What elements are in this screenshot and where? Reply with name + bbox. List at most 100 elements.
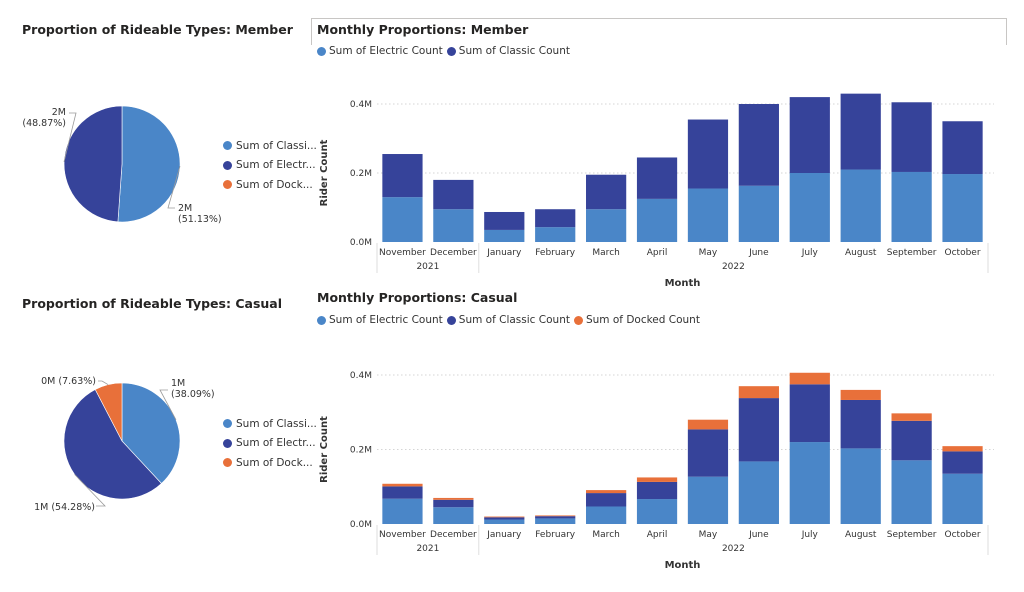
bar-segment[interactable] bbox=[942, 446, 983, 452]
bar-segment[interactable] bbox=[738, 386, 779, 399]
bar-segment[interactable] bbox=[586, 209, 627, 242]
bar-segment[interactable] bbox=[789, 384, 830, 443]
pie-slice[interactable] bbox=[63, 389, 162, 500]
bar-segment[interactable] bbox=[636, 198, 678, 243]
bar-segment[interactable] bbox=[687, 188, 729, 242]
x-tick-label: April bbox=[647, 530, 668, 540]
x-tick-label: November bbox=[379, 530, 426, 540]
bar-segment[interactable] bbox=[535, 516, 576, 519]
bar-segment[interactable] bbox=[586, 490, 627, 494]
bar-segment[interactable] bbox=[891, 460, 932, 524]
bar-segment[interactable] bbox=[840, 169, 881, 242]
legend-item-docked[interactable]: Sum of Docked Count bbox=[573, 314, 700, 326]
legend-item-docked[interactable]: Sum of Dock... bbox=[223, 453, 317, 473]
bar-segment[interactable] bbox=[738, 398, 779, 462]
legend-item-docked[interactable]: Sum of Dock... bbox=[223, 175, 317, 195]
legend-item-classic[interactable]: Sum of Classic Count bbox=[446, 314, 570, 326]
bar-segment[interactable] bbox=[687, 119, 729, 189]
x-tick-label: August bbox=[845, 248, 877, 258]
legend-marker bbox=[223, 438, 232, 448]
member-pie-title: Proportion of Rideable Types: Member bbox=[22, 22, 293, 37]
bar-segment[interactable] bbox=[687, 429, 729, 477]
bar-segment[interactable] bbox=[738, 104, 779, 186]
bar-segment[interactable] bbox=[942, 121, 983, 175]
bar-segment[interactable] bbox=[891, 171, 932, 242]
pie-leader-line bbox=[98, 380, 109, 386]
bar-segment[interactable] bbox=[484, 229, 525, 242]
legend-label: Sum of Electr... bbox=[236, 159, 316, 172]
bar-segment[interactable] bbox=[636, 499, 678, 524]
legend-marker bbox=[446, 315, 456, 325]
legend-item-classic[interactable]: Sum of Classi... bbox=[223, 136, 317, 156]
x-tick-label: December bbox=[430, 530, 477, 540]
legend-item-electric[interactable]: Sum of Electr... bbox=[223, 434, 317, 454]
legend-item-electric[interactable]: Sum of Electric Count bbox=[317, 314, 443, 326]
x-axis-title: Month bbox=[665, 560, 701, 571]
bar-segment[interactable] bbox=[789, 97, 830, 173]
bar-segment[interactable] bbox=[382, 197, 423, 242]
bar-segment[interactable] bbox=[586, 506, 627, 524]
bar-segment[interactable] bbox=[687, 476, 729, 524]
bar-segment[interactable] bbox=[484, 516, 525, 518]
bar-segment[interactable] bbox=[840, 389, 881, 400]
legend-item-classic[interactable]: Sum of Classi... bbox=[223, 414, 317, 434]
member-bar-title: Monthly Proportions: Member bbox=[317, 22, 529, 37]
bar-segment[interactable] bbox=[789, 442, 830, 524]
bar-segment[interactable] bbox=[636, 477, 678, 482]
bar-segment[interactable] bbox=[382, 154, 423, 198]
bar-segment[interactable] bbox=[942, 473, 983, 524]
casual-bar-legend: Sum of Electric Count Sum of Classic Cou… bbox=[317, 314, 700, 326]
bar-segment[interactable] bbox=[586, 493, 627, 507]
bar-segment[interactable] bbox=[535, 515, 576, 517]
bar-segment[interactable] bbox=[484, 211, 525, 230]
legend-marker bbox=[223, 180, 232, 190]
bar-segment[interactable] bbox=[942, 451, 983, 474]
legend-label: Sum of Classi... bbox=[236, 139, 317, 152]
bar-segment[interactable] bbox=[433, 507, 474, 524]
bar-segment[interactable] bbox=[840, 399, 881, 449]
bar-segment[interactable] bbox=[433, 209, 474, 242]
bar-segment[interactable] bbox=[382, 498, 423, 524]
legend-label: Sum of Electric Count bbox=[329, 314, 443, 326]
y-tick-label: 0.0M bbox=[350, 238, 372, 248]
casual-bar-title: Monthly Proportions: Casual bbox=[317, 290, 518, 305]
bar-segment[interactable] bbox=[789, 173, 830, 242]
pie-slice[interactable] bbox=[94, 382, 123, 442]
pie-slice[interactable] bbox=[117, 105, 181, 223]
x-tick-label: July bbox=[801, 248, 819, 258]
bar-segment[interactable] bbox=[433, 179, 474, 210]
legend-item-classic[interactable]: Sum of Classic Count bbox=[446, 45, 570, 57]
bar-segment[interactable] bbox=[840, 93, 881, 170]
bar-segment[interactable] bbox=[535, 518, 576, 524]
bar-segment[interactable] bbox=[382, 486, 423, 499]
bar-segment[interactable] bbox=[535, 209, 576, 228]
x-tick-label: March bbox=[592, 530, 619, 540]
x-tick-label: June bbox=[748, 248, 769, 258]
legend-item-electric[interactable]: Sum of Electric Count bbox=[317, 45, 443, 57]
bar-segment[interactable] bbox=[382, 483, 423, 487]
bar-segment[interactable] bbox=[636, 157, 678, 199]
bar-segment[interactable] bbox=[484, 517, 525, 520]
y-axis-title: Rider Count bbox=[319, 416, 330, 483]
pie-slice[interactable] bbox=[63, 105, 123, 223]
bar-segment[interactable] bbox=[891, 413, 932, 421]
bar-segment[interactable] bbox=[942, 174, 983, 242]
bar-segment[interactable] bbox=[738, 185, 779, 242]
pie-leader-line bbox=[63, 112, 77, 162]
bar-segment[interactable] bbox=[433, 499, 474, 508]
pie-data-label: (38.09%) bbox=[171, 389, 215, 400]
bar-segment[interactable] bbox=[433, 497, 474, 500]
bar-segment[interactable] bbox=[636, 481, 678, 500]
bar-segment[interactable] bbox=[891, 102, 932, 172]
bar-segment[interactable] bbox=[586, 174, 627, 210]
bar-segment[interactable] bbox=[484, 519, 525, 524]
x-group-label: 2021 bbox=[416, 262, 439, 272]
bar-segment[interactable] bbox=[840, 448, 881, 524]
bar-segment[interactable] bbox=[738, 461, 779, 524]
legend-item-electric[interactable]: Sum of Electr... bbox=[223, 156, 317, 176]
bar-segment[interactable] bbox=[891, 420, 932, 461]
bar-segment[interactable] bbox=[687, 419, 729, 430]
bar-segment[interactable] bbox=[789, 372, 830, 385]
bar-segment[interactable] bbox=[535, 227, 576, 242]
y-tick-label: 0.4M bbox=[350, 100, 372, 110]
